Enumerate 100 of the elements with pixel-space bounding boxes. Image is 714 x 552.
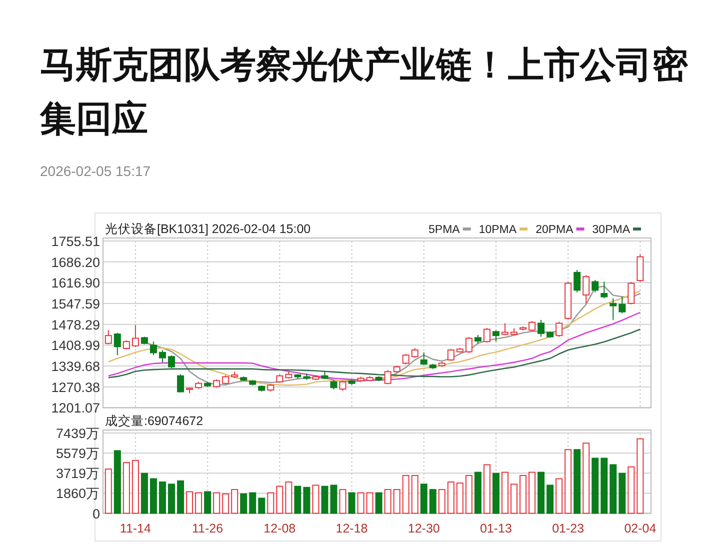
x-tick-label: 12-30 xyxy=(408,521,440,536)
y-tick-label: 1547.59 xyxy=(51,296,100,312)
candlestick xyxy=(556,321,563,338)
bar xyxy=(393,489,400,514)
candlestick xyxy=(330,380,338,390)
chart-title: 马斯克团队考察光伏产业链！上市公司密集回应 xyxy=(40,43,689,141)
bar xyxy=(582,442,590,514)
legend-label: 30PMA xyxy=(592,224,630,236)
candlestick xyxy=(538,319,545,338)
bar xyxy=(538,472,545,514)
bar xyxy=(321,486,328,514)
chart-subtitle: 2026-02-05 15:17 xyxy=(40,163,151,179)
candlestick xyxy=(610,298,617,320)
bar xyxy=(483,464,490,514)
legend-label: 5PMA xyxy=(428,224,460,236)
bar xyxy=(366,492,374,514)
bar xyxy=(213,492,220,514)
x-tick-label: 02-04 xyxy=(624,521,656,536)
bar xyxy=(420,484,428,514)
candlestick xyxy=(411,348,418,358)
legend-label: 20PMA xyxy=(536,224,574,236)
bar xyxy=(294,486,302,514)
bar xyxy=(501,472,508,514)
x-tick-label: 12-18 xyxy=(336,521,368,536)
bar xyxy=(195,492,202,514)
bar xyxy=(474,472,482,514)
bar xyxy=(510,484,518,514)
bar xyxy=(574,449,581,514)
bar xyxy=(339,489,346,514)
line-series xyxy=(108,328,641,378)
bar xyxy=(240,493,248,514)
bar xyxy=(520,475,527,514)
bar xyxy=(249,492,256,514)
bar xyxy=(177,480,184,514)
y-tick-label: 1339.68 xyxy=(51,359,100,374)
candlestick xyxy=(628,282,635,305)
bar xyxy=(618,472,626,514)
bar xyxy=(384,489,392,514)
candlestick xyxy=(222,374,230,385)
bar xyxy=(564,449,572,514)
candlestick xyxy=(492,330,500,342)
line-series xyxy=(108,312,641,382)
y-tick-label: 3719万 xyxy=(56,466,100,482)
bar xyxy=(330,484,338,514)
bar xyxy=(168,484,175,514)
bar xyxy=(465,475,472,514)
bar xyxy=(411,475,418,514)
bar xyxy=(312,484,320,514)
candlestick xyxy=(483,328,490,343)
bar xyxy=(375,492,382,514)
candlestick xyxy=(114,332,121,356)
x-tick-label: 01-13 xyxy=(480,521,512,536)
y-tick-label: 1860万 xyxy=(56,486,100,502)
y-tick-label: 0 xyxy=(92,506,100,522)
candlestick xyxy=(501,322,508,336)
bar xyxy=(492,472,500,514)
bar xyxy=(104,468,112,514)
candlestick xyxy=(384,370,392,385)
x-tick-label: 11-26 xyxy=(192,521,224,536)
x-tick-label: 12-08 xyxy=(264,521,296,536)
bar xyxy=(186,491,194,514)
bar xyxy=(402,475,410,514)
candlestick xyxy=(592,279,599,293)
bar xyxy=(303,486,310,514)
y-tick-label: 1686.20 xyxy=(51,254,100,270)
bar xyxy=(150,478,157,514)
candlestick xyxy=(158,349,166,363)
candlestick xyxy=(465,336,472,354)
y-tick-label: 1408.99 xyxy=(51,338,100,354)
candlestick xyxy=(574,270,581,293)
bar xyxy=(600,458,608,514)
bar xyxy=(636,438,644,514)
bar xyxy=(114,450,121,514)
bar xyxy=(456,482,464,514)
bar xyxy=(140,472,148,514)
candlestick xyxy=(150,341,157,356)
bar xyxy=(592,458,599,514)
y-tick-label: 1616.90 xyxy=(51,276,100,291)
candlestick xyxy=(636,254,644,282)
bar xyxy=(447,481,454,514)
y-tick-label: 1755.51 xyxy=(51,234,100,249)
y-tick-label: 5579万 xyxy=(56,446,100,462)
bar xyxy=(158,481,166,514)
y-tick-label: 1270.38 xyxy=(51,380,100,395)
bar xyxy=(429,489,436,514)
candlestick xyxy=(528,320,536,332)
bar xyxy=(546,484,554,514)
candlestick xyxy=(420,352,428,366)
y-tick-label: 7439万 xyxy=(56,426,100,441)
candlestick xyxy=(402,353,410,365)
candlestick xyxy=(132,324,139,348)
candlestick xyxy=(582,274,590,304)
bar xyxy=(204,491,212,514)
bar xyxy=(222,493,230,514)
bar xyxy=(528,472,536,514)
candlestick xyxy=(168,354,175,369)
bar xyxy=(556,478,563,514)
candlestick xyxy=(339,380,346,392)
text: 光伏设备[BK1031] 2026-02-04 15:00 xyxy=(105,222,311,236)
candlestick xyxy=(104,330,112,345)
